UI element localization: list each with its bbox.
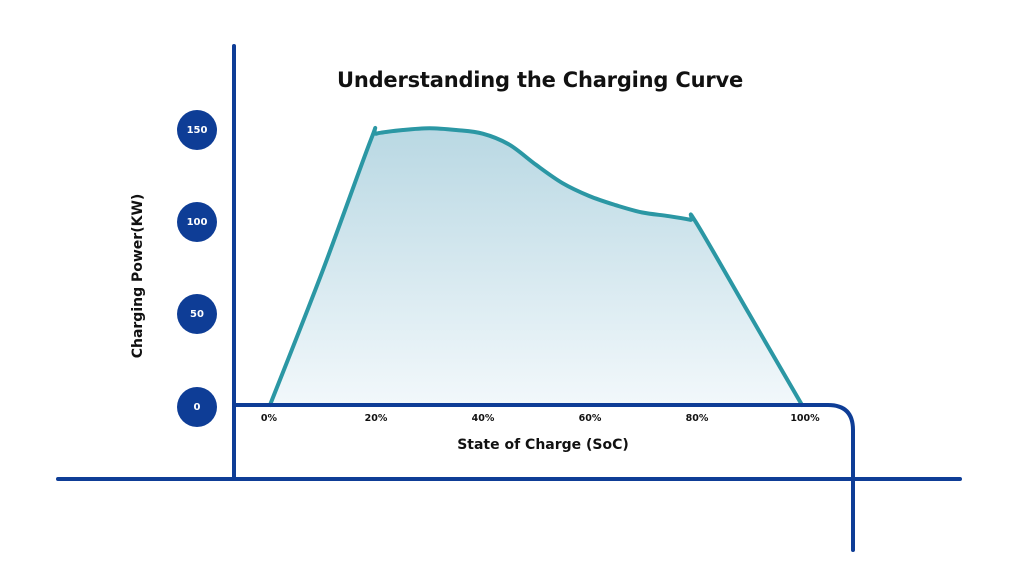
x-tick-0: 0% xyxy=(260,413,278,424)
x-tick-60: 60% xyxy=(578,413,602,424)
chart-title: Understanding the Charging Curve xyxy=(336,68,744,92)
y-tick-0: 0 xyxy=(177,387,217,427)
y-tick-150: 150 xyxy=(177,110,217,150)
x-tick-20: 20% xyxy=(364,413,388,424)
x-axis-label: State of Charge (SoC) xyxy=(457,437,629,453)
x-tick-100: 100% xyxy=(790,413,820,424)
y-axis-label: Charging Power(KW) xyxy=(130,193,146,359)
x-axis-line xyxy=(232,403,855,552)
curve-area-fill xyxy=(270,127,802,405)
x-tick-80: 80% xyxy=(685,413,709,424)
charging-curve-line xyxy=(268,125,804,407)
x-tick-40: 40% xyxy=(471,413,495,424)
y-tick-50: 50 xyxy=(177,294,217,334)
y-tick-100: 100 xyxy=(177,202,217,242)
